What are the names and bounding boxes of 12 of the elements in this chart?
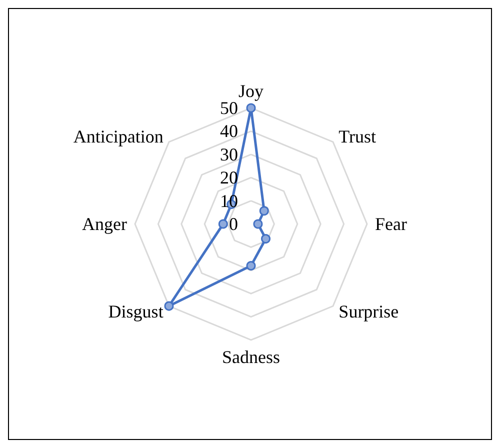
spoke-label: Anger [82,214,128,234]
y-tick-label: 40 [220,121,238,142]
spoke-label: Joy [238,81,264,101]
y-tick-label: 0 [229,214,238,234]
spoke-label: Fear [375,214,407,234]
spoke-label: Sadness [222,347,280,367]
y-tick-label: 30 [220,144,238,164]
spoke-label: Disgust [108,302,164,322]
spoke-label: Anticipation [73,126,164,146]
spoke-label: Trust [338,126,376,146]
y-tick-label: 50 [220,98,238,118]
spoke-label: Surprise [338,302,399,322]
